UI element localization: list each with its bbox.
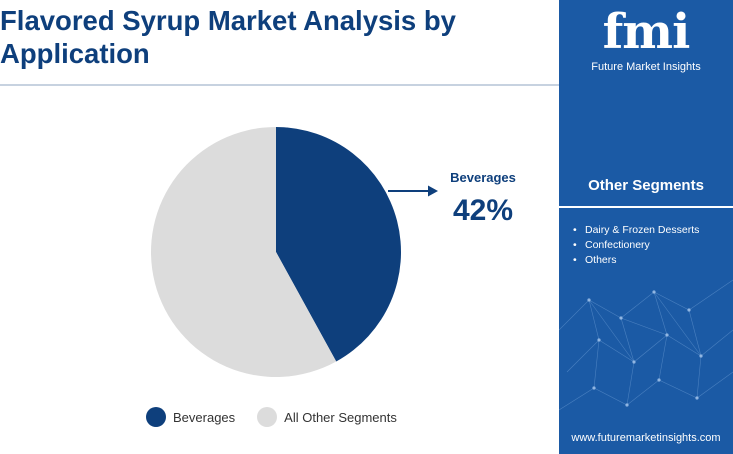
legend: Beverages All Other Segments xyxy=(146,406,419,428)
logo-mark: fmi xyxy=(602,4,691,60)
pie-slice-beverages xyxy=(276,127,401,362)
list-item: Confectionery xyxy=(573,238,699,253)
pie-slice-all-other-segments xyxy=(151,127,337,377)
sidebar-panel: fmi Future Market Insights Other Segment… xyxy=(559,0,733,454)
fmi-logo: fmi Future Market Insights xyxy=(559,4,733,73)
logo-company-name: Future Market Insights xyxy=(591,61,701,73)
title-divider xyxy=(0,84,559,86)
other-segments-heading: Other Segments xyxy=(588,177,704,194)
website-url: www.futuremarketinsights.com xyxy=(571,432,721,444)
chart-title: Flavored Syrup Market Analysis by Applic… xyxy=(0,5,456,69)
other-segments-divider xyxy=(559,206,733,208)
callout-arrow xyxy=(388,185,438,197)
callout-segment-label: Beverages xyxy=(450,170,516,185)
legend-label-other-segments: All Other Segments xyxy=(284,409,397,425)
legend-swatch-beverages xyxy=(146,407,166,427)
callout-percentage: 42% xyxy=(452,194,514,227)
legend-swatch-other-segments xyxy=(257,407,278,427)
legend-item-beverages: Beverages xyxy=(146,407,235,427)
legend-label-beverages: Beverages xyxy=(173,409,236,425)
other-segments-list: Dairy & Frozen Desserts Confectionery Ot… xyxy=(573,223,699,268)
legend-item-other-segments: All Other Segments xyxy=(257,407,397,427)
pie-chart xyxy=(151,127,438,377)
network-pattern-decoration xyxy=(559,279,733,411)
list-item: Dairy & Frozen Desserts xyxy=(573,223,699,238)
list-item: Others xyxy=(573,253,699,268)
